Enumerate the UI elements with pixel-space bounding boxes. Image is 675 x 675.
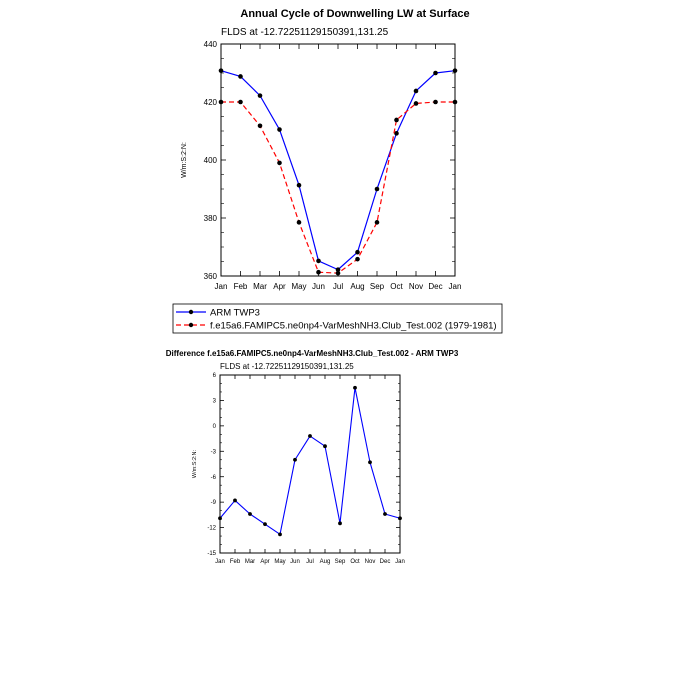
y-tick-label: 440 <box>204 40 218 49</box>
plot-frame <box>219 374 401 554</box>
legend-label-2: f.e15a6.FAMIPC5.ne0np4-VarMeshNH3.Club_T… <box>210 321 497 332</box>
data-point <box>323 444 327 449</box>
data-point <box>316 258 321 264</box>
x-tick-label: Sep <box>335 559 346 565</box>
x-tick-label: Jun <box>290 559 300 565</box>
data-point <box>316 269 321 275</box>
data-point <box>374 220 380 225</box>
data-point <box>263 522 267 527</box>
y-axis-label: W/m:S:2:N: <box>192 449 198 478</box>
y-tick-label: 0 <box>213 424 217 430</box>
data-point <box>383 512 387 516</box>
data-point <box>398 516 402 521</box>
data-point <box>413 101 419 106</box>
data-point <box>353 385 357 390</box>
legend-marker <box>188 309 194 315</box>
x-tick-label: Oct <box>390 282 403 291</box>
x-tick-label: Sep <box>370 282 385 291</box>
x-tick-label: Oct <box>350 559 360 565</box>
x-tick-label: May <box>291 282 306 291</box>
data-point <box>335 270 341 276</box>
y-tick-label: 6 <box>213 373 217 379</box>
x-tick-label: Jan <box>449 282 462 291</box>
y-tick-label: 3 <box>213 399 217 405</box>
series-line-1 <box>219 387 401 535</box>
data-point <box>277 160 282 166</box>
x-tick-label: Feb <box>230 559 241 565</box>
data-point <box>355 249 360 255</box>
data-point <box>452 68 458 73</box>
y-tick-label: -6 <box>211 475 217 481</box>
data-point <box>308 434 312 438</box>
y-tick-label: -15 <box>207 551 216 557</box>
x-tick-label: Jan <box>215 559 225 565</box>
series-line-1 <box>220 70 456 271</box>
chart-title: Annual Cycle of Downwelling LW at Surfac… <box>240 8 469 20</box>
data-point <box>368 460 372 465</box>
data-point <box>296 182 302 188</box>
x-tick-label: Aug <box>320 559 331 565</box>
chart-subtitle: FLDS at -12.72251129150391,131.25 <box>221 27 389 38</box>
data-point <box>238 99 243 105</box>
data-point <box>238 74 243 79</box>
x-tick-label: Apr <box>260 559 269 565</box>
x-tick-label: Nov <box>365 559 376 565</box>
plot-frame <box>220 43 456 277</box>
data-point <box>335 267 341 272</box>
data-point <box>296 220 302 225</box>
data-point <box>218 68 224 73</box>
x-tick-label: May <box>274 559 285 565</box>
y-tick-label: -12 <box>207 526 216 532</box>
data-point <box>452 99 458 105</box>
y-tick-label: -9 <box>211 500 217 506</box>
y-tick-label: 360 <box>204 272 218 281</box>
data-point <box>338 521 342 526</box>
data-point <box>278 532 282 537</box>
x-tick-label: Jan <box>215 282 228 291</box>
x-tick-label: Jul <box>333 282 343 291</box>
x-tick-label: Jan <box>395 559 405 565</box>
x-tick-label: Jun <box>312 282 325 291</box>
data-point <box>355 256 360 262</box>
data-point <box>277 127 282 132</box>
data-point <box>374 186 380 192</box>
legend-box <box>172 303 503 334</box>
data-point <box>433 99 438 105</box>
data-point <box>413 88 419 94</box>
x-tick-label: Aug <box>350 282 364 291</box>
chart-subtitle: FLDS at -12.72251129150391,131.25 <box>220 362 354 371</box>
chart-title: Difference f.e15a6.FAMIPC5.ne0np4-VarMes… <box>166 349 459 358</box>
x-tick-label: Apr <box>273 282 286 291</box>
series-line-2 <box>221 101 455 274</box>
x-tick-label: Dec <box>380 559 391 565</box>
x-tick-label: Mar <box>253 282 267 291</box>
x-tick-label: Feb <box>234 282 248 291</box>
y-tick-label: 380 <box>204 214 218 223</box>
data-point <box>248 512 252 516</box>
data-point <box>257 123 263 129</box>
x-tick-label: Dec <box>428 282 442 291</box>
data-point <box>293 457 297 462</box>
data-point <box>394 117 399 123</box>
x-tick-label: Nov <box>409 282 423 291</box>
y-tick-label: -3 <box>211 449 217 455</box>
y-tick-label: 420 <box>204 98 218 107</box>
x-tick-label: Mar <box>245 559 255 565</box>
data-point <box>233 498 237 503</box>
y-axis-label: W/m:S:2:N: <box>181 142 188 178</box>
legend-label-1: ARM TWP3 <box>210 308 260 319</box>
data-point <box>433 70 438 76</box>
legend-marker <box>188 322 194 328</box>
y-tick-label: 400 <box>204 156 218 165</box>
data-point <box>218 516 222 521</box>
data-point <box>257 93 263 98</box>
data-point <box>218 99 224 105</box>
x-tick-label: Jul <box>306 559 314 565</box>
data-point <box>394 131 399 136</box>
